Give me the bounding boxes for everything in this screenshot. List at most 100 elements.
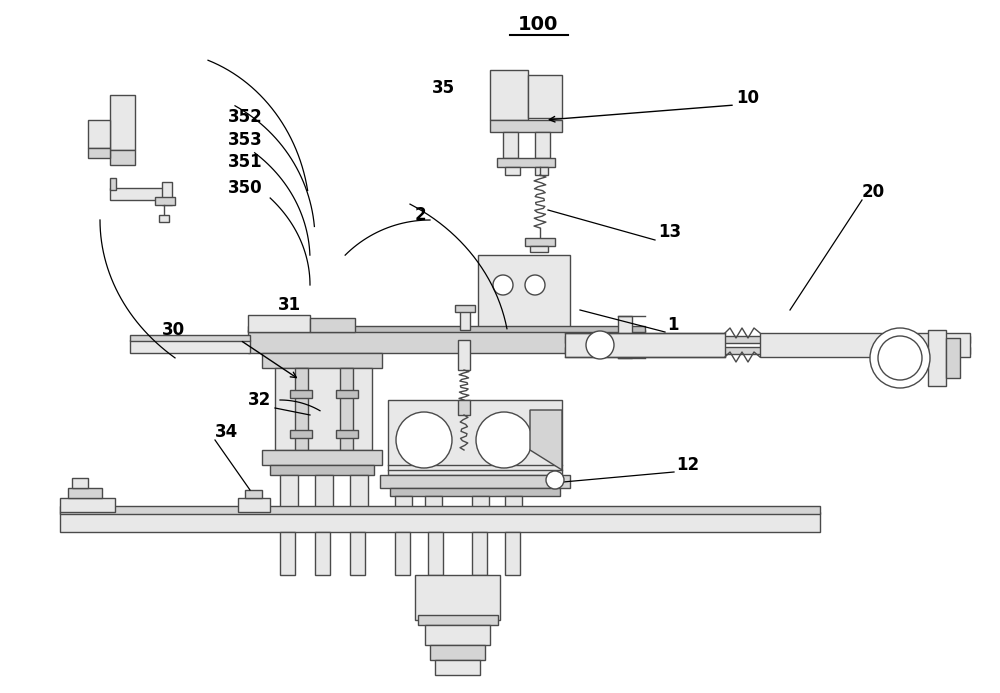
Bar	[262, 353, 382, 368]
Ellipse shape	[878, 336, 922, 380]
Bar	[472, 532, 487, 575]
Bar	[530, 246, 548, 252]
Text: 353: 353	[228, 131, 263, 149]
Ellipse shape	[476, 412, 532, 468]
Bar	[928, 330, 946, 386]
Bar	[336, 430, 358, 438]
Ellipse shape	[586, 331, 614, 359]
Bar	[505, 532, 520, 575]
Bar	[110, 178, 116, 190]
Bar	[350, 475, 368, 510]
Bar	[130, 335, 250, 341]
Bar	[425, 496, 442, 525]
Ellipse shape	[546, 471, 564, 489]
Bar	[565, 336, 970, 343]
Bar	[472, 496, 489, 525]
Bar	[262, 450, 382, 465]
Bar	[478, 255, 570, 328]
Text: 351: 351	[228, 153, 263, 171]
Ellipse shape	[493, 275, 513, 295]
Bar	[760, 333, 970, 357]
Bar	[455, 305, 475, 312]
Bar	[245, 490, 262, 498]
Bar	[159, 215, 169, 222]
Text: 12: 12	[676, 456, 699, 474]
Bar	[430, 645, 485, 660]
Bar	[110, 188, 168, 200]
Bar	[946, 338, 960, 378]
Ellipse shape	[396, 412, 452, 468]
Bar	[270, 465, 374, 475]
Bar	[395, 496, 412, 525]
Text: 35: 35	[432, 79, 455, 97]
Text: 352: 352	[228, 108, 263, 126]
Text: 1: 1	[667, 316, 678, 334]
Bar	[68, 488, 102, 498]
Bar	[460, 310, 470, 330]
Bar	[490, 120, 562, 132]
Bar	[248, 330, 645, 353]
Bar	[497, 158, 555, 167]
Bar	[380, 475, 570, 488]
Bar	[535, 132, 550, 158]
Bar	[248, 326, 645, 332]
Bar	[295, 368, 308, 450]
Bar	[388, 400, 562, 475]
Text: 32: 32	[248, 391, 271, 409]
Bar	[470, 328, 578, 340]
Bar	[395, 532, 410, 575]
Bar	[565, 333, 725, 357]
Bar	[428, 532, 443, 575]
Bar	[60, 498, 115, 512]
Text: 10: 10	[736, 89, 759, 107]
Polygon shape	[530, 410, 562, 470]
Bar	[162, 182, 172, 205]
Bar	[490, 70, 528, 120]
Bar	[88, 120, 110, 148]
Bar	[458, 340, 470, 370]
Bar	[415, 575, 500, 620]
Bar	[290, 390, 312, 398]
Bar	[565, 347, 970, 354]
Bar	[315, 532, 330, 575]
Bar	[310, 318, 355, 332]
Bar	[528, 75, 562, 118]
Bar	[110, 95, 135, 150]
Bar	[315, 475, 333, 510]
Bar	[340, 368, 353, 450]
Bar	[60, 506, 820, 514]
Bar	[525, 238, 555, 246]
Bar	[435, 660, 480, 675]
Bar	[290, 430, 312, 438]
Text: 31: 31	[278, 296, 301, 314]
Bar	[275, 368, 372, 450]
Bar	[280, 475, 298, 510]
Bar	[535, 167, 548, 175]
Bar	[72, 478, 88, 488]
Bar	[280, 532, 295, 575]
Bar	[248, 315, 310, 332]
Bar	[618, 316, 632, 358]
Bar	[336, 390, 358, 398]
Text: 30: 30	[162, 321, 185, 339]
Ellipse shape	[870, 328, 930, 388]
Bar	[505, 167, 520, 175]
Bar	[110, 150, 135, 165]
Bar	[238, 498, 270, 512]
Ellipse shape	[525, 275, 545, 295]
Text: 20: 20	[862, 183, 885, 201]
Text: 100: 100	[518, 15, 558, 35]
Bar	[503, 132, 518, 158]
Bar	[130, 340, 250, 353]
Bar	[390, 488, 560, 496]
Bar	[350, 532, 365, 575]
Bar	[60, 512, 820, 532]
Bar	[505, 496, 522, 525]
Text: 13: 13	[658, 223, 681, 241]
Text: 34: 34	[215, 423, 238, 441]
Bar	[88, 148, 110, 158]
Bar	[458, 400, 470, 415]
Bar	[418, 615, 498, 625]
Bar	[155, 197, 175, 205]
Text: 350: 350	[228, 179, 263, 197]
